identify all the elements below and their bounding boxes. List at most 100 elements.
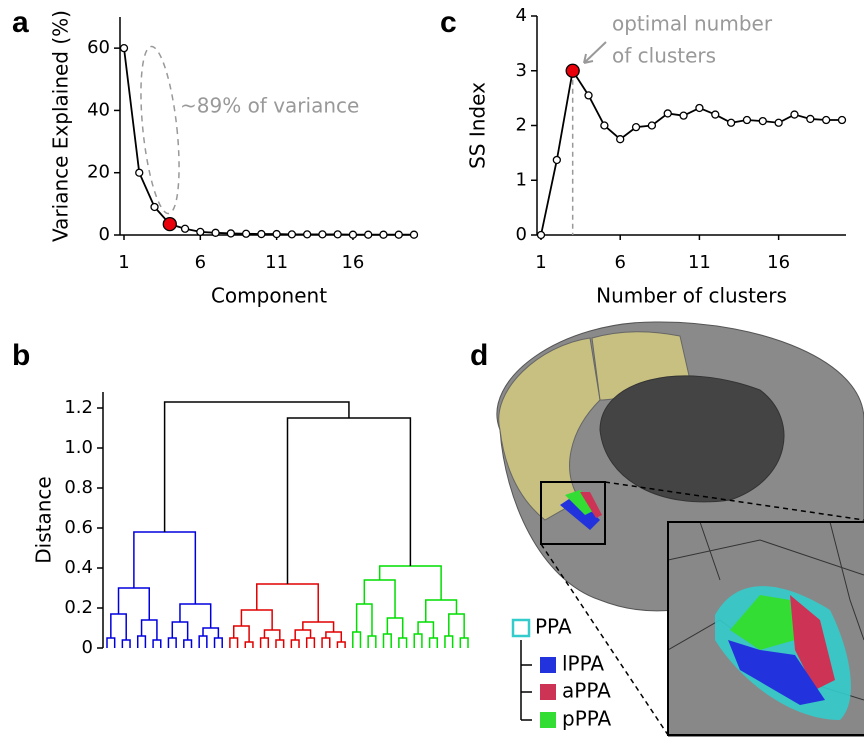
legend-swatch	[511, 618, 531, 638]
highlight-point	[565, 63, 580, 78]
point	[822, 115, 831, 125]
point	[257, 229, 266, 239]
dendrogram-link	[382, 633, 392, 648]
point	[600, 121, 609, 130]
point	[303, 230, 312, 239]
point	[584, 91, 593, 100]
y-tick-label: 60	[87, 37, 110, 58]
dendrogram-link	[179, 603, 212, 628]
y-tick-label: 1	[516, 169, 527, 190]
dendrogram-link	[136, 635, 147, 648]
dendrogram-link	[198, 635, 208, 648]
legend-swatch	[540, 684, 556, 700]
dendrogram-link	[367, 635, 377, 648]
x-tick-label: 1	[535, 252, 546, 273]
dendrogram-link	[325, 631, 343, 642]
dendrogram-link	[106, 637, 116, 648]
x-tick-label: 16	[341, 252, 364, 273]
point	[679, 111, 688, 120]
point	[379, 230, 388, 239]
y-tick-label: 40	[87, 99, 110, 120]
annotation-ellipse	[140, 45, 180, 215]
dendrogram-link	[232, 625, 250, 642]
dendrogram-link	[290, 639, 300, 648]
dendrogram-link	[163, 401, 350, 532]
x-tick-label: 11	[688, 252, 711, 273]
y-axis-label: Distance	[32, 476, 56, 563]
x-tick-label: 11	[265, 252, 288, 273]
legend-label: pPPA	[562, 707, 612, 731]
brain-illustration	[496, 321, 864, 737]
point	[333, 230, 342, 239]
dendrogram-link	[417, 621, 435, 638]
dendrogram-link	[140, 619, 158, 640]
dendrogram-link	[363, 579, 396, 618]
point	[616, 135, 625, 144]
annotation: optimal number	[612, 12, 773, 36]
point	[226, 229, 235, 238]
point	[536, 230, 546, 240]
dendrogram-link	[240, 609, 273, 630]
point	[552, 155, 561, 165]
annotation: ~89% of variance	[180, 94, 359, 118]
point	[348, 230, 358, 239]
point	[726, 118, 736, 127]
dendrogram-link	[321, 637, 331, 648]
point	[135, 168, 144, 177]
y-tick-label: 4	[516, 5, 527, 26]
x-tick-label: 6	[614, 252, 625, 273]
y-tick-label: 0	[516, 224, 527, 245]
dendrogram-link	[256, 583, 319, 622]
point	[806, 114, 815, 124]
panel-label: b	[12, 339, 30, 372]
y-tick-label: 20	[87, 162, 110, 183]
x-axis-label: Number of clusters	[596, 284, 787, 308]
dendrogram-link	[305, 637, 316, 648]
point	[150, 202, 159, 212]
dendrogram-link	[386, 617, 404, 638]
dendrogram-link	[352, 631, 362, 648]
dendrogram-link	[152, 639, 162, 648]
point	[631, 122, 641, 132]
highlight-point	[162, 216, 177, 232]
dendrogram-link	[244, 641, 254, 648]
point	[287, 230, 297, 239]
point	[196, 227, 205, 237]
y-tick-label: 0	[82, 637, 93, 658]
dendrogram-link	[183, 639, 193, 648]
point	[272, 229, 281, 239]
dendrogram-link	[286, 417, 412, 584]
y-tick-label: 0.2	[64, 597, 93, 618]
legend-swatch	[540, 657, 556, 673]
point	[663, 109, 672, 118]
y-tick-label: 1.2	[64, 397, 93, 418]
y-tick-label: 0	[99, 224, 110, 245]
dendrogram-link	[459, 637, 469, 648]
legend-label: aPPA	[562, 679, 611, 703]
dendrogram-link	[110, 613, 127, 640]
dendrogram-link	[229, 637, 239, 648]
x-tick-label: 16	[767, 252, 790, 273]
y-axis-label: SS Index	[466, 82, 490, 169]
y-tick-label: 0.4	[64, 557, 93, 578]
y-tick-label: 0.6	[64, 517, 93, 538]
y-tick-label: 3	[516, 60, 527, 81]
dendrogram-link	[275, 639, 285, 648]
point	[119, 43, 129, 53]
dendrogram-link	[444, 635, 454, 648]
x-tick-label: 6	[195, 252, 206, 273]
panel-label: d	[470, 339, 488, 372]
dendrogram-link	[378, 565, 442, 600]
point	[774, 118, 783, 127]
point	[711, 110, 720, 119]
point	[647, 121, 657, 130]
dendrogram-link	[413, 633, 423, 648]
legend-label: lPPA	[562, 652, 604, 676]
dendrogram-link	[425, 599, 458, 622]
y-axis-label: Variance Explained (%)	[49, 10, 73, 242]
dendrogram-link	[336, 641, 346, 648]
panel-label: a	[12, 6, 29, 39]
point	[837, 115, 847, 125]
dendrogram-link	[167, 637, 177, 648]
